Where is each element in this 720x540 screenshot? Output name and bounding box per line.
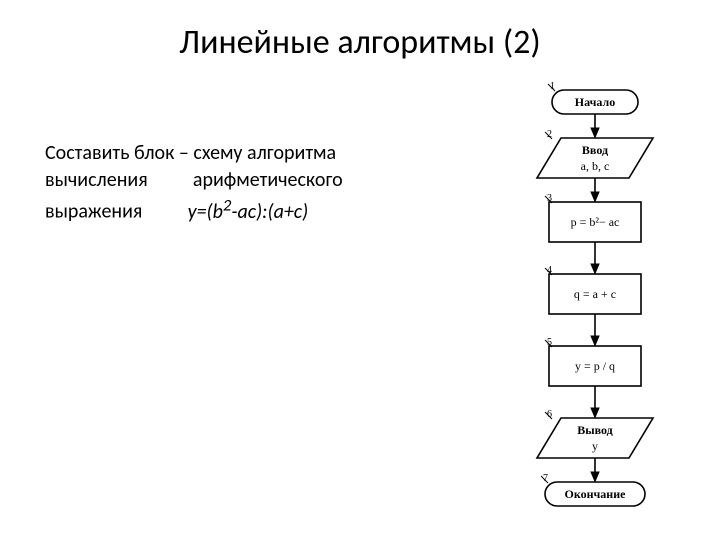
node-label: у bbox=[592, 439, 598, 453]
flowchart-svg: 1 Начало 2 Ввод a, b, c 3 p = b²− ac 4 q = a + c… bbox=[505, 80, 685, 520]
flowchart-node-1: 1 Начало bbox=[548, 81, 638, 114]
flowchart-node-5: 5 y = p / q bbox=[545, 337, 641, 386]
text-line-3a: выражения bbox=[45, 200, 142, 224]
node-label: Ввод bbox=[582, 143, 608, 157]
formula: у=(b2-ac):(а+с) bbox=[188, 200, 309, 224]
node-number: 4 bbox=[547, 265, 552, 276]
node-number: 3 bbox=[547, 193, 552, 204]
node-label: y = p / q bbox=[575, 359, 615, 373]
node-label: Начало bbox=[575, 95, 615, 109]
text-line-2b: арифметического bbox=[193, 168, 343, 192]
node-number: 2 bbox=[547, 129, 552, 140]
node-number: 7 bbox=[543, 473, 548, 484]
task-paragraph: Составить блок – схему алгоритма вычисле… bbox=[45, 140, 435, 226]
flowchart-node-7: 7 Окончание bbox=[541, 473, 645, 506]
node-label: q = a + c bbox=[574, 287, 616, 301]
text-line-2a: вычисления bbox=[45, 168, 148, 192]
formula-prefix: у=(b bbox=[188, 200, 223, 224]
node-label: Окончание bbox=[565, 487, 627, 501]
flowchart-container: 1 Начало 2 Ввод a, b, c 3 p = b²− ac 4 q = a + c… bbox=[505, 80, 685, 525]
node-label: Вывод bbox=[577, 423, 613, 437]
node-number: 5 bbox=[547, 337, 552, 348]
flowchart-node-4: 4 q = a + c bbox=[545, 265, 641, 314]
node-label: p = b²− ac bbox=[571, 215, 620, 229]
flowchart-node-3: 3 p = b²− ac bbox=[545, 193, 641, 242]
page-title: Линейные алгоритмы (2) bbox=[0, 0, 720, 63]
node-label: a, b, c bbox=[581, 159, 610, 173]
formula-suffix: -ac):(а+с) bbox=[231, 200, 308, 224]
text-line-1: Составить блок – схему алгоритма bbox=[45, 141, 336, 165]
node-number: 6 bbox=[547, 409, 552, 420]
node-number: 1 bbox=[550, 81, 555, 92]
